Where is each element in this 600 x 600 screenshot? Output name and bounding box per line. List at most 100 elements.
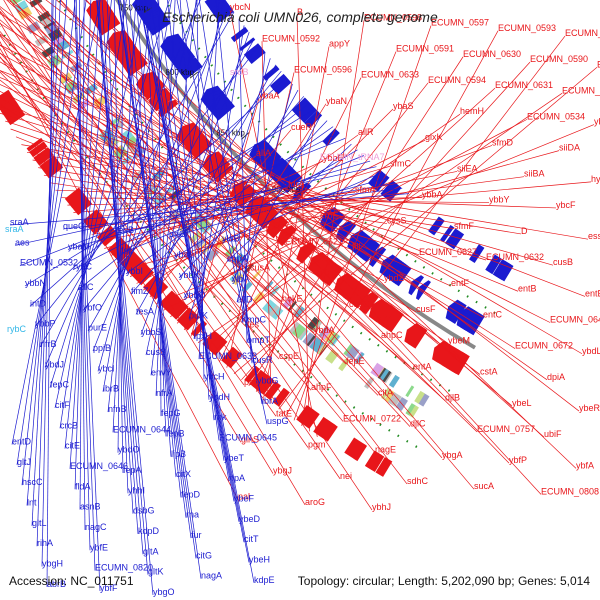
gene-label: fimZ xyxy=(131,286,149,296)
gene-label: hemH xyxy=(460,106,484,116)
gene-label: ybeF xyxy=(234,493,255,503)
reverse-cds-mark xyxy=(297,103,318,123)
gene-label: citX xyxy=(176,469,191,479)
gene-label: sucA xyxy=(474,481,494,491)
leader-line xyxy=(0,7,344,422)
forward-cds-mark xyxy=(69,192,87,209)
cog-category-mark xyxy=(262,299,277,315)
leader-line xyxy=(74,0,92,490)
reverse-gene-mark xyxy=(359,239,378,261)
reverse-gene-mark xyxy=(348,231,371,255)
gene-label: B xyxy=(297,7,303,17)
gene-label: entA xyxy=(413,361,432,371)
gene-label: ybaA xyxy=(259,91,280,101)
forward-cds-mark xyxy=(274,388,290,407)
cog-category-mark xyxy=(287,300,297,312)
gene-label: glxK xyxy=(425,132,443,142)
cog-category-mark xyxy=(188,231,202,244)
cog-category-mark xyxy=(387,392,402,407)
gene-label: ybbE xyxy=(323,153,344,163)
gene-label: siiEA xyxy=(457,163,478,173)
forward-gene-mark xyxy=(96,15,119,33)
leader-line xyxy=(60,0,510,464)
gene-label: siiDA xyxy=(559,143,580,153)
leader-line xyxy=(168,177,390,238)
gene-label: lipB xyxy=(171,449,186,459)
gene-label: ybgA xyxy=(442,450,463,460)
leader-line xyxy=(226,143,352,262)
leader-line xyxy=(0,19,414,370)
gene-label: ybbI xyxy=(126,266,143,276)
gene-label: nei xyxy=(340,471,352,481)
gene-label: ECUMN_0621 xyxy=(285,236,343,246)
gene-label: ybfE xyxy=(90,542,108,552)
cog-category-mark xyxy=(405,385,415,398)
leader-line xyxy=(29,0,373,511)
gene-label: ECUMN_0630 xyxy=(463,49,521,59)
cog-category-mark xyxy=(292,323,306,339)
leader-line xyxy=(106,0,129,494)
leader-line xyxy=(286,30,499,415)
gene-label: pagP xyxy=(244,377,265,387)
gene-label: ybaN xyxy=(326,96,347,106)
leader-line xyxy=(101,0,134,514)
gene-label: ahpC xyxy=(381,330,403,340)
leader-line xyxy=(97,0,198,372)
gene-label: allR xyxy=(358,127,374,137)
leader-line xyxy=(59,0,127,429)
gene-label: fdrA xyxy=(288,179,305,189)
gene-label: ybgJ xyxy=(273,466,292,476)
gene-label: ECUMN_0722 xyxy=(343,413,401,423)
cog-category-mark xyxy=(320,327,334,341)
gene-label: ybfF xyxy=(100,583,118,593)
leader-line xyxy=(110,160,324,256)
cog-category-mark xyxy=(99,129,115,143)
gene-label: ybeD xyxy=(239,514,261,524)
gene-label: ybbN xyxy=(25,278,46,288)
forward-gene-mark xyxy=(202,151,227,175)
leader-line xyxy=(178,120,328,279)
gene-label: abrB xyxy=(47,579,66,589)
gene-label: gltJ xyxy=(17,457,31,467)
gene-label: ybbK xyxy=(179,270,200,280)
leader-line xyxy=(92,4,230,352)
gene-label: cstA xyxy=(480,367,498,377)
reverse-gene-mark xyxy=(146,14,168,32)
leader-line xyxy=(96,0,154,596)
gene-label: fill xyxy=(352,242,361,252)
leader-line xyxy=(39,11,235,348)
gene-label: nagE xyxy=(375,445,396,455)
forward-cds-mark xyxy=(205,332,227,356)
leader-line xyxy=(31,0,61,526)
gene-label: tesA xyxy=(136,306,154,316)
leader-line xyxy=(69,0,101,469)
leader-line xyxy=(3,0,306,505)
leader-line xyxy=(0,30,312,391)
gene-label: fepG xyxy=(161,408,181,418)
tick-label: 850 kbp xyxy=(216,129,245,138)
gene-label: djlB xyxy=(445,393,460,403)
forward-cds-mark xyxy=(107,237,129,258)
gene-label: fsr xyxy=(121,245,131,255)
leader-line xyxy=(183,89,299,299)
gene-label: ybhJ xyxy=(372,502,391,512)
cog-category-mark xyxy=(58,43,70,53)
gene-label: entC xyxy=(483,309,503,319)
gene-label: rybC xyxy=(73,262,93,272)
gene-label: dsbG xyxy=(133,506,155,516)
gene-label: kdpD xyxy=(138,526,160,536)
gene-label: sfmF xyxy=(454,221,474,231)
gene-label: gltA xyxy=(143,546,159,556)
reverse-cds-mark xyxy=(367,169,386,189)
leader-line xyxy=(0,44,382,339)
reverse-cds-mark xyxy=(468,244,485,264)
gene-label: copA xyxy=(227,254,248,264)
gene-label: tatE xyxy=(276,408,292,418)
gene-label: fur xyxy=(191,530,202,540)
gene-label: cusC xyxy=(349,299,370,309)
reverse-gene-mark xyxy=(274,165,293,184)
gene-label: appY xyxy=(329,38,350,48)
genes-text: Genes: 5,014 xyxy=(517,574,590,588)
leader-line xyxy=(38,167,388,224)
